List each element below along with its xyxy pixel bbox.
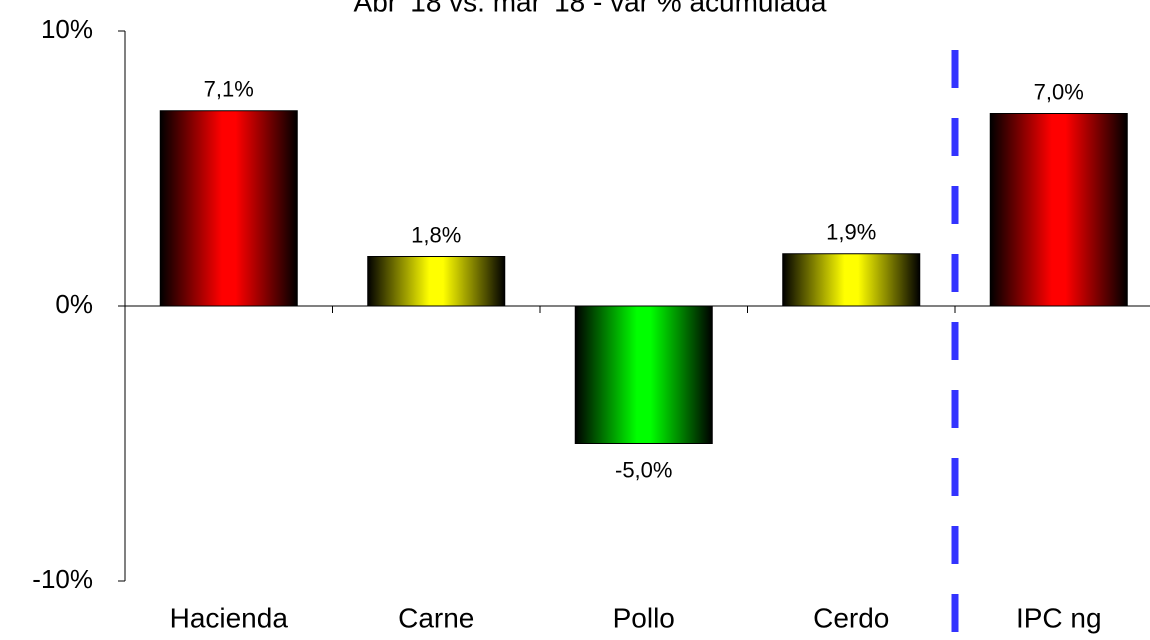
value-label: 7,0% <box>1034 79 1084 104</box>
y-tick-label: 0% <box>55 289 93 319</box>
value-label: -5,0% <box>615 457 672 482</box>
x-tick-label: Cerdo <box>813 602 889 633</box>
bar <box>367 256 506 307</box>
x-tick-label: Hacienda <box>170 602 289 633</box>
bar <box>159 110 298 307</box>
x-tick-label: Carne <box>398 602 474 633</box>
value-label: 1,8% <box>411 222 461 247</box>
x-tick-label: Pollo <box>613 602 675 633</box>
bar <box>782 253 921 307</box>
value-label: 7,1% <box>204 77 254 102</box>
value-label: 1,9% <box>826 220 876 245</box>
y-tick-label: 10% <box>41 14 93 44</box>
chart-title: Abr '18 vs. mar '18 - var % acumulada <box>354 0 827 17</box>
bar <box>989 113 1128 307</box>
y-tick-label: -10% <box>32 564 93 594</box>
bar <box>574 305 713 444</box>
x-tick-label: IPC ng <box>1016 602 1102 633</box>
